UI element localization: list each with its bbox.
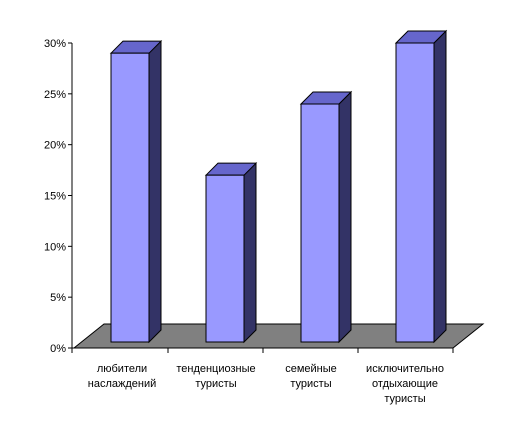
y-tick-label: 15% <box>44 191 66 203</box>
x-tick-label-line: туристы <box>195 378 236 390</box>
bar-front <box>110 52 150 343</box>
x-tick-label: тенденциозные туристы <box>176 363 255 390</box>
bars <box>109 29 448 344</box>
bar <box>109 39 163 344</box>
bar-side <box>243 161 257 344</box>
x-tick-label: любители наслаждений <box>88 363 157 390</box>
bar-side <box>338 90 352 344</box>
y-tick-label: 0% <box>50 343 66 355</box>
y-tick-label: 20% <box>44 140 66 152</box>
x-tick-label-line: любители <box>97 363 147 375</box>
y-tick-label: 5% <box>50 292 66 304</box>
y-tick-label: 10% <box>44 241 66 253</box>
y-tick-label: 25% <box>44 89 66 101</box>
x-tick-label-line: наслаждений <box>88 378 157 390</box>
bar-front <box>205 174 245 343</box>
bar-side <box>433 29 447 344</box>
x-tick-label-line: туристы <box>290 378 331 390</box>
bar-side <box>148 39 162 344</box>
x-tick-label-line: семейные <box>285 363 337 375</box>
x-tick-label-line: исключительно <box>366 363 444 375</box>
x-tick-label-line: отдыхающие <box>372 378 438 390</box>
bar-front <box>300 103 340 343</box>
x-tick-label-line: тенденциозные <box>176 363 255 375</box>
y-tick-label: 30% <box>44 38 66 50</box>
bar <box>299 90 353 344</box>
bar <box>394 29 448 344</box>
bar-front <box>395 42 435 343</box>
x-tick-label: исключительно отдыхающие туристы <box>366 363 444 405</box>
bar <box>204 161 258 344</box>
x-tick-label: семейные туристы <box>285 363 337 390</box>
y-axis: 0% 5% 10% 15% 20% 25% 30% <box>44 38 454 355</box>
x-tick-label-line: туристы <box>384 393 425 405</box>
